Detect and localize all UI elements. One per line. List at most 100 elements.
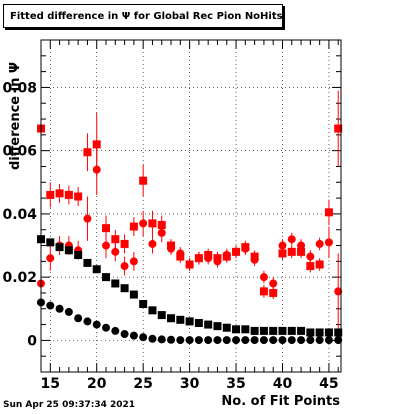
- data-point-square: [232, 325, 241, 334]
- x-tick-label: 45: [319, 376, 338, 392]
- data-point-circle: [111, 326, 120, 335]
- x-tick-label: 15: [41, 376, 60, 392]
- data-point-square: [111, 235, 120, 244]
- data-point-circle: [120, 330, 129, 339]
- data-point-circle: [232, 247, 241, 256]
- data-point-circle: [334, 287, 343, 296]
- data-point-circle: [139, 333, 148, 342]
- data-point-square: [139, 176, 148, 185]
- data-point-circle: [185, 336, 194, 345]
- data-point-circle: [259, 336, 268, 345]
- data-point-circle: [185, 260, 194, 269]
- data-point-square: [287, 247, 296, 256]
- data-point-circle: [157, 228, 166, 237]
- data-point-circle: [324, 238, 333, 247]
- x-tick-label: 35: [226, 376, 245, 392]
- data-point-circle: [204, 336, 213, 345]
- data-point-square: [55, 189, 64, 198]
- data-point-square: [259, 287, 268, 296]
- data-point-circle: [167, 244, 176, 253]
- y-tick-label: 0.06: [2, 144, 37, 160]
- data-point-square: [315, 328, 324, 337]
- data-point-square: [148, 306, 157, 315]
- data-point-square: [83, 148, 92, 157]
- data-point-circle: [250, 255, 259, 264]
- data-point-circle: [167, 335, 176, 344]
- data-point-square: [185, 317, 194, 326]
- data-point-square: [120, 239, 129, 248]
- data-point-square: [269, 326, 278, 335]
- data-point-square: [55, 243, 64, 252]
- data-point-circle: [222, 336, 231, 345]
- data-point-circle: [92, 165, 101, 174]
- data-point-circle: [55, 304, 64, 313]
- data-point-square: [213, 322, 222, 331]
- x-tick-label: 30: [180, 376, 200, 392]
- data-point-square: [334, 328, 343, 337]
- y-tick-label: 0.08: [2, 80, 37, 96]
- data-point-circle: [278, 241, 287, 250]
- data-point-circle: [83, 317, 92, 326]
- data-point-circle: [139, 219, 148, 228]
- data-point-circle: [222, 251, 231, 260]
- data-point-circle: [315, 239, 324, 248]
- x-tick-label: 40: [273, 376, 293, 392]
- y-tick-label: 0.02: [2, 270, 37, 286]
- data-point-square: [120, 284, 129, 293]
- data-point-square: [102, 224, 111, 233]
- data-point-circle: [176, 249, 185, 258]
- data-point-square: [306, 262, 315, 271]
- data-point-circle: [297, 336, 306, 345]
- data-point-square: [74, 251, 83, 260]
- data-point-square: [46, 238, 55, 247]
- chart-title: Fitted difference in Ψ for Global Rec Pi…: [3, 4, 283, 28]
- data-point-square: [269, 288, 278, 297]
- data-point-square: [92, 265, 101, 274]
- data-point-circle: [111, 247, 120, 256]
- data-point-circle: [278, 336, 287, 345]
- data-point-square: [250, 326, 259, 335]
- data-point-circle: [269, 279, 278, 288]
- data-point-square: [259, 326, 268, 335]
- data-point-circle: [204, 254, 213, 263]
- data-point-square: [64, 246, 73, 255]
- data-point-circle: [120, 262, 129, 271]
- data-point-square: [148, 219, 157, 228]
- data-point-square: [297, 326, 306, 335]
- y-tick-label: 0: [27, 333, 37, 349]
- data-point-circle: [241, 336, 250, 345]
- data-point-circle: [297, 241, 306, 250]
- data-point-circle: [194, 336, 203, 345]
- data-point-circle: [306, 252, 315, 261]
- data-point-square: [287, 326, 296, 335]
- data-point-square: [194, 318, 203, 327]
- data-point-square: [241, 325, 250, 334]
- data-point-square: [176, 315, 185, 324]
- data-point-circle: [83, 214, 92, 223]
- data-point-square: [74, 192, 83, 201]
- data-point-circle: [241, 244, 250, 253]
- data-point-square: [204, 320, 213, 329]
- data-point-square: [102, 273, 111, 282]
- data-point-square: [111, 279, 120, 288]
- data-point-square: [324, 328, 333, 337]
- data-point-square: [46, 190, 55, 199]
- data-point-square: [129, 290, 138, 299]
- data-point-square: [306, 328, 315, 337]
- data-point-circle: [148, 239, 157, 248]
- data-point-circle: [46, 254, 55, 263]
- x-axis-label: No. of Fit Points: [221, 394, 340, 409]
- data-point-circle: [194, 254, 203, 263]
- data-point-square: [278, 326, 287, 335]
- timestamp: Sun Apr 25 09:37:34 2021: [3, 400, 136, 410]
- grid-lines: [41, 40, 341, 372]
- x-tick-label: 25: [133, 376, 152, 392]
- data-point-circle: [269, 336, 278, 345]
- data-point-circle: [92, 320, 101, 329]
- data-point-square: [83, 258, 92, 267]
- data-point-circle: [74, 314, 83, 323]
- data-point-circle: [287, 336, 296, 345]
- data-point-circle: [259, 273, 268, 282]
- data-point-square: [64, 190, 73, 199]
